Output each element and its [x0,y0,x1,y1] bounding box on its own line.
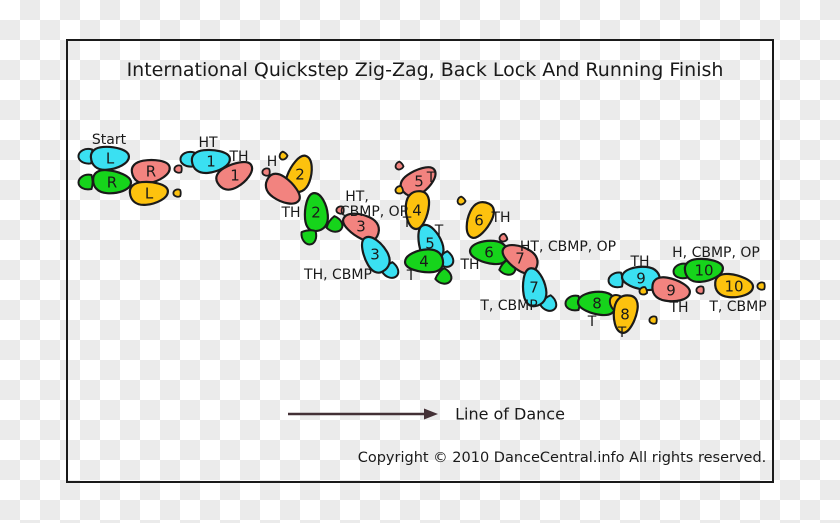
toe-mark-yellow [394,185,405,195]
technique-label: T, CBMP [479,298,537,314]
footprint-man-right-8 [576,290,617,317]
footprint-number-man-left-L: L [106,149,115,167]
start-label: Start [92,132,127,148]
toe-mark-pink [261,167,271,177]
footprint-man-left-7 [521,267,548,308]
footprint-number-man-right-R: R [107,173,117,191]
technique-label: HT, [345,189,369,205]
footprint-man-right-R [92,168,133,195]
footprint-number-man-right-4: 4 [419,252,429,270]
footprint-number-lady-left-2: 2 [295,165,305,183]
toe-mark-pink [173,164,183,174]
page-title: International Quickstep Zig-Zag, Back Lo… [126,59,724,81]
footprint-number-lady-right-9: 9 [666,281,676,299]
technique-label: H [267,154,278,170]
footprint-number-lady-right-R: R [146,162,156,180]
technique-label: TH, CBMP [303,267,372,283]
toe-mark-pink [695,285,705,295]
technique-label: TH [228,149,248,165]
footprint-lady-left-10 [714,272,755,299]
toe-mark-yellow [756,281,766,291]
toe-mark-yellow [638,286,649,296]
footprint-number-lady-left-6: 6 [474,211,484,229]
technique-label: T [434,223,444,239]
line-of-dance-label: Line of Dance [455,404,565,424]
footprint-lady-left-8 [612,294,639,334]
footprint-man-right-6 [468,239,509,266]
technique-label: TH [280,205,300,221]
footprint-lady-right-9 [651,276,691,303]
footprint-lady-right-1 [215,160,254,191]
footprint-man-right-2 [303,192,329,233]
technique-label: T [406,268,416,284]
technique-label: HT [198,135,218,151]
footprint-heel-man-right-4 [434,267,453,285]
footprint-number-man-right-10: 10 [694,261,713,279]
footprint-number-man-left-1: 1 [206,152,216,170]
footprint-number-man-right-6: 6 [484,243,494,261]
footprint-number-man-right-8: 8 [592,294,602,312]
toe-mark-pink [498,232,509,243]
footprint-number-man-left-9: 9 [636,269,646,287]
toe-mark-pink [335,205,345,215]
technique-label: H, CBMP, OP [672,245,760,261]
heel-mark-green [300,229,318,246]
footprint-number-man-right-2: 2 [311,203,321,221]
copyright-text: Copyright © 2010 DanceCentral.info All r… [357,450,767,466]
technique-label: T [402,215,412,231]
footprint-number-lady-right-3: 3 [356,217,366,235]
technique-label: TH [459,257,479,273]
technique-label: T [426,170,436,186]
footprint-number-lady-left-L: L [145,184,154,202]
footprint-man-right-4 [403,248,445,274]
footprint-number-man-left-7: 7 [529,278,539,296]
footprint-number-lady-right-7: 7 [515,249,525,267]
technique-label: TH [629,254,649,270]
technique-label: CBMP, OP [340,204,408,220]
toe-mark-pink [394,160,405,171]
technique-label: T [587,314,597,330]
footprint-lady-left-6 [465,201,495,239]
technique-label: TH [490,210,510,226]
technique-label: TH [668,300,688,316]
toe-mark-yellow [456,195,467,206]
footprint-number-lady-right-1: 1 [230,166,240,184]
technique-label: HT, CBMP, OP [520,239,616,255]
footprint-man-right-10 [683,257,724,283]
footprint-number-man-left-5: 5 [425,234,435,252]
footprint-heel-man-left-9 [607,271,624,289]
toe-mark-yellow [278,150,289,161]
technique-label: T [617,325,627,341]
technique-label: T, CBMP [708,299,766,315]
footprint-lady-left-4 [404,190,431,231]
footprint-number-lady-right-5: 5 [414,172,424,190]
footprint-number-lady-left-10: 10 [724,277,743,295]
toe-mark-yellow [172,188,182,198]
footprint-lady-left-L [128,180,169,206]
toe-mark-yellow [648,315,658,325]
footprint-number-lady-left-4: 4 [412,201,422,219]
footprint-heel-man-right-R [77,173,94,191]
footprint-heel-man-right-2 [325,215,344,233]
footprint-man-left-1 [190,148,231,175]
chart-border [66,39,774,483]
footprint-number-man-left-3: 3 [370,245,380,263]
footprint-man-left-3 [360,235,391,274]
footprint-number-lady-left-8: 8 [620,305,630,323]
line-of-dance-arrow-head [424,408,438,420]
footprint-lady-right-unnumbered [264,172,301,205]
footprint-man-left-L [89,145,131,171]
